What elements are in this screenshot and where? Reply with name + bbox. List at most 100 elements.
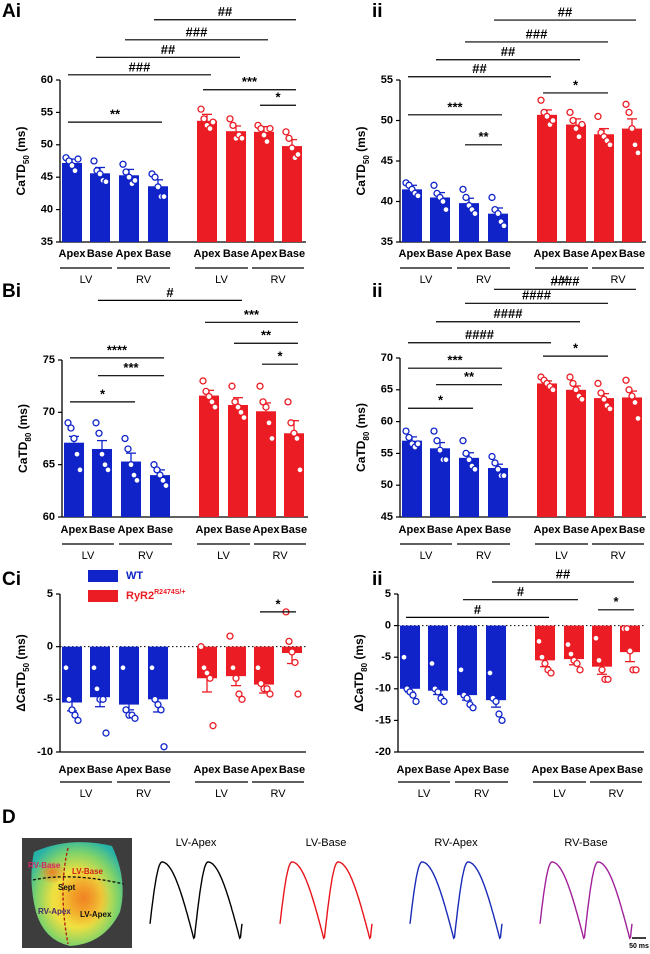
bar	[148, 646, 168, 700]
data-point	[433, 437, 441, 445]
data-point	[64, 419, 72, 427]
data-point	[442, 205, 450, 214]
data-point	[197, 643, 205, 651]
y-label-sub: 80	[24, 432, 33, 441]
data-point	[290, 429, 298, 437]
y-tick-label: 5	[47, 588, 53, 600]
y-tick-label: 0	[385, 620, 391, 632]
data-point	[121, 434, 129, 443]
x-tick-label: Apex	[454, 764, 482, 776]
significance-label: *	[275, 596, 281, 611]
bar	[90, 646, 110, 698]
data-point	[203, 669, 211, 677]
data-point	[564, 640, 572, 649]
group-label: LV	[420, 274, 433, 286]
legend-label: RyR2R2474S/+	[126, 589, 185, 602]
x-tick-label: Apex	[61, 524, 89, 536]
significance-label: *	[573, 341, 579, 356]
data-point	[256, 382, 264, 390]
data-point	[428, 659, 436, 668]
y-tick-label: 50	[381, 114, 393, 126]
y-tick-label: 5	[385, 588, 391, 600]
y-axis-label: ΔCaTD80 (ms)	[352, 634, 368, 712]
bar	[564, 625, 584, 660]
data-point	[238, 134, 246, 142]
x-tick-label: Base	[483, 764, 509, 776]
data-point	[628, 392, 636, 400]
bar	[62, 162, 82, 242]
bar	[594, 134, 614, 242]
y-tick-label: 45	[41, 171, 53, 183]
data-point	[99, 695, 107, 703]
calcium-trace	[409, 861, 503, 940]
significance-label: ##	[472, 61, 487, 76]
data-point	[606, 141, 614, 149]
map-label: RV-Base	[28, 861, 61, 870]
y-axis-label: CaTD80 (ms)	[354, 403, 370, 472]
data-point	[595, 656, 603, 665]
y-label-text: ΔCaTD	[14, 671, 28, 711]
data-point	[623, 625, 631, 633]
data-point	[572, 386, 580, 394]
data-point	[131, 714, 139, 722]
data-point	[205, 392, 213, 401]
x-tick-label: Apex	[251, 248, 279, 260]
panel-label: D	[2, 807, 16, 828]
significance-label: **	[478, 129, 489, 144]
y-label-unit: (ms)	[14, 634, 28, 663]
data-point	[296, 466, 304, 474]
data-point	[228, 382, 236, 390]
bar	[400, 625, 420, 689]
data-point	[594, 112, 602, 121]
data-point	[162, 481, 170, 490]
data-point	[400, 653, 408, 661]
x-tick-label: Apex	[534, 524, 562, 536]
data-point	[436, 446, 444, 454]
data-point	[604, 675, 612, 683]
data-point	[500, 472, 508, 480]
y-label-unit: (ms)	[14, 127, 28, 156]
data-point	[628, 124, 636, 133]
data-point	[440, 697, 448, 706]
y-tick-label: 35	[41, 236, 53, 248]
map-label: LV-Base	[72, 867, 104, 876]
x-tick-label: Base	[619, 524, 645, 536]
significance-label: ***	[447, 353, 463, 368]
y-tick-label: 40	[41, 204, 53, 216]
y-tick-label: 75	[43, 354, 55, 366]
data-point	[124, 445, 132, 453]
data-point	[98, 450, 106, 458]
data-point	[208, 398, 216, 406]
x-tick-label: Base	[223, 764, 249, 776]
data-point	[157, 706, 165, 714]
trace-title: LV-Apex	[176, 837, 217, 849]
data-point	[265, 419, 273, 427]
legend-swatch	[88, 590, 118, 602]
data-point	[578, 395, 586, 403]
y-label-text: ΔCaTD	[352, 671, 366, 711]
group-label: LV	[555, 274, 568, 286]
significance-label: *	[613, 594, 619, 609]
data-point	[102, 178, 110, 186]
calcium-trace	[279, 861, 373, 940]
data-point	[199, 377, 207, 385]
map-label: LV-Apex	[80, 910, 112, 919]
data-point	[262, 403, 270, 411]
y-tick-label: 45	[381, 511, 393, 523]
group-label: RV	[272, 550, 288, 562]
significance-label: ***	[447, 99, 463, 114]
data-point	[566, 108, 574, 117]
group-label: RV	[476, 274, 492, 286]
data-point	[622, 100, 630, 108]
heat-map	[22, 838, 132, 948]
data-point	[288, 144, 296, 152]
x-tick-label: Apex	[591, 248, 619, 260]
data-point	[294, 150, 302, 159]
x-tick-label: Base	[427, 524, 453, 536]
x-tick-label: Base	[425, 764, 451, 776]
y-tick-label: 45	[381, 155, 393, 167]
group-label: LV	[418, 788, 431, 800]
significance-label: ####	[465, 327, 495, 342]
bar	[430, 197, 450, 242]
